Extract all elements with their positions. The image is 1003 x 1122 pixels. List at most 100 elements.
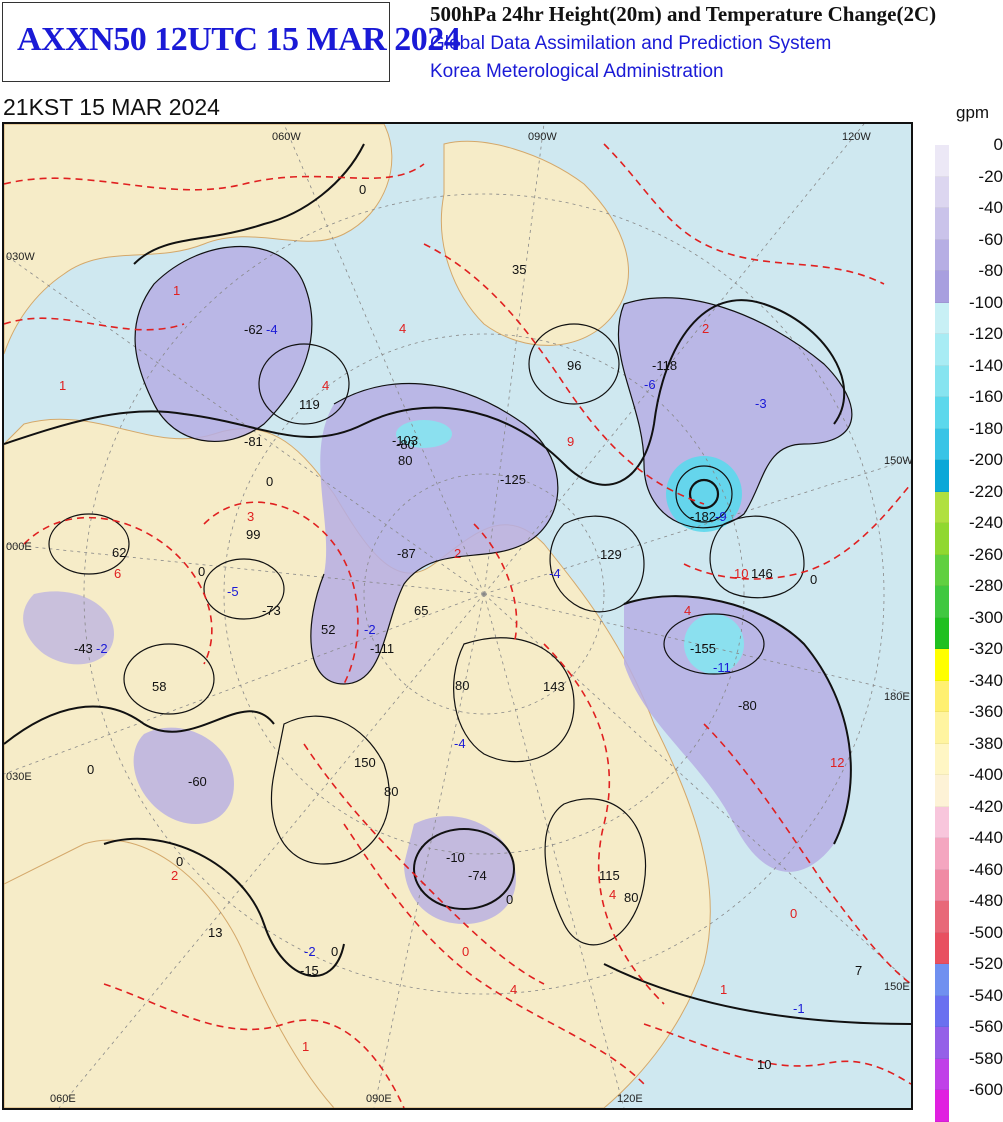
legend-swatch: [935, 208, 949, 240]
temp-pos-label: 3: [247, 509, 254, 524]
axis-label-bottom-1: 060E: [50, 1093, 76, 1105]
temp-neg-label: -2: [304, 944, 316, 959]
temp-pos-label: 4: [609, 887, 616, 902]
contour-label: 0: [506, 892, 513, 907]
legend-label: -440: [968, 828, 1003, 847]
contour-value-labels: 0 0 80 80 -80 80 0 0 0 -80 80 0 0 0: [87, 182, 817, 959]
height-label: 96: [567, 358, 581, 373]
height-label: -81: [244, 434, 263, 449]
legend-swatch: [935, 460, 949, 492]
legend-label: -100: [968, 292, 1003, 312]
legend-swatch: [935, 1058, 949, 1090]
shade-neg-south: [404, 816, 516, 924]
axis-label-top-2: 090W: [528, 131, 557, 143]
agency-name: Korea Meterological Administration: [430, 61, 724, 82]
temp-pos-label: 2: [454, 546, 461, 561]
legend-label: -340: [968, 670, 1003, 690]
legend-unit: gpm: [956, 103, 990, 122]
height-label: 58: [152, 679, 166, 694]
legend-label: -560: [968, 1017, 1003, 1036]
legend-label: -240: [968, 513, 1003, 532]
temp-pos-label: 0: [790, 906, 797, 921]
height-label: 146: [751, 566, 773, 581]
legend-label: -300: [968, 607, 1003, 627]
legend-swatch: [935, 743, 949, 775]
land-arctic-east: [440, 140, 629, 346]
axis-label-left-3: 030E: [6, 771, 32, 783]
legend-label: -420: [968, 796, 1003, 816]
temp-pos-label: 0: [462, 944, 469, 959]
legend-swatch: [935, 586, 949, 618]
axis-label-top-1: 060W: [272, 131, 301, 143]
height-label: 35: [512, 262, 526, 277]
temp-neg-label: -4: [549, 566, 561, 581]
shade-neg-north: [135, 246, 312, 442]
temp-pos-label: 2: [702, 321, 709, 336]
legend-swatch: [935, 365, 949, 397]
temperature-contours: [4, 143, 911, 1108]
shade-neg-sw: [133, 727, 234, 824]
legend-label: -180: [968, 418, 1003, 438]
temp-pos-label: 6: [114, 566, 121, 581]
legend-swatch: [935, 176, 949, 208]
legend-swatch: [935, 932, 949, 964]
contour-label: -80: [738, 698, 757, 713]
legend-label: -380: [968, 733, 1003, 753]
temp-pos-label: 4: [684, 603, 691, 618]
shade-cyan-core-east: [666, 456, 742, 532]
legend-label: -140: [968, 355, 1003, 375]
axis-label-left-2: 000E: [6, 541, 32, 553]
height-label: -111: [370, 641, 394, 656]
legend-swatch: [935, 1090, 949, 1122]
shade-neg-central: [310, 383, 558, 684]
map-canvas: 060W 090W 120W 030W 000E 030E 150W 180E …: [4, 124, 911, 1108]
legend-label: -460: [968, 859, 1003, 879]
map-panel: 060W 090W 120W 030W 000E 030E 150W 180E …: [2, 122, 913, 1110]
temp-neg-label: -1: [793, 1001, 805, 1016]
temp-pos-label: 10: [734, 566, 748, 581]
temp-neg-label: -11: [713, 660, 731, 675]
legend-label: -280: [968, 576, 1003, 595]
height-label: 99: [246, 527, 260, 542]
height-label: 119: [299, 397, 320, 412]
height-label: 52: [321, 622, 335, 637]
legend-swatch: [935, 397, 949, 429]
temp-neg-label: -5: [227, 584, 239, 599]
contour-label: 0: [176, 854, 183, 869]
temp-pos-label: 4: [510, 982, 517, 997]
temp-pos-label: 1: [720, 982, 727, 997]
legend-label: -480: [968, 891, 1003, 910]
legend-label: -540: [968, 985, 1003, 1005]
temp-neg-label: -3: [755, 396, 767, 411]
legend-swatch: [935, 271, 949, 303]
legend-swatch: [935, 901, 949, 933]
legend-label: -220: [968, 481, 1003, 501]
height-label: -125: [500, 472, 526, 487]
contour-label: 0: [810, 572, 817, 587]
legend-label: -580: [968, 1048, 1003, 1068]
product-id-box: AXXN50 12UTC 15 MAR 2024: [2, 2, 461, 82]
axis-label-top-3: 120W: [842, 131, 871, 143]
height-label: 62: [112, 545, 126, 560]
valid-time: 21KST 15 MAR 2024: [3, 94, 220, 120]
graticule: [4, 124, 911, 1108]
color-legend: [935, 145, 949, 1122]
contour-label: 80: [384, 784, 398, 799]
height-label: 65: [414, 603, 428, 618]
legend-label: -260: [968, 544, 1003, 564]
product-id: AXXN50 12UTC 15 MAR 2024: [17, 21, 461, 58]
temp-pos-label: 4: [322, 378, 329, 393]
height-label: 150: [354, 755, 376, 770]
legend-swatch: [935, 775, 949, 807]
legend-swatch: [935, 649, 949, 681]
model-name: Global Data Assimilation and Prediction …: [430, 33, 832, 54]
axis-label-bottom-3: 120E: [617, 1093, 643, 1105]
temp-neg-label: -6: [644, 377, 656, 392]
temp-pos-label: 9: [567, 434, 574, 449]
height-label: -62: [244, 322, 263, 337]
height-label: -155: [690, 641, 716, 656]
temp-pos-label: 1: [59, 378, 66, 393]
height-label: 129: [600, 547, 622, 562]
contour-label: 0: [359, 182, 366, 197]
legend-swatch: [935, 491, 949, 523]
